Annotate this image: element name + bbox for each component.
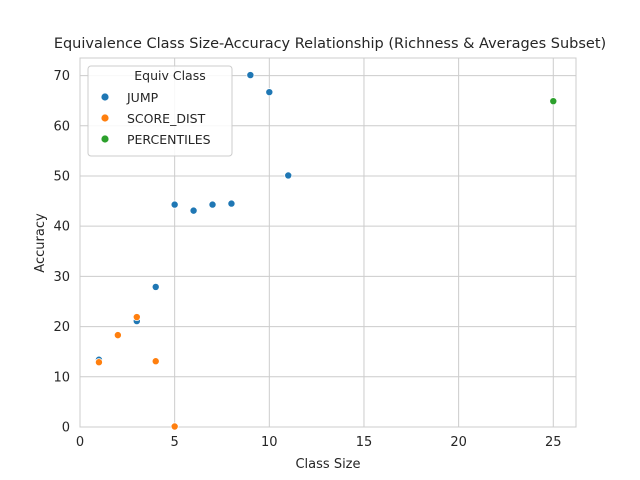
data-point	[208, 200, 217, 209]
legend-items: JUMP SCORE_DIST PERCENTILES	[100, 90, 211, 147]
y-tick-label: 40	[53, 220, 70, 235]
y-axis-label: Accuracy	[33, 213, 48, 273]
legend-marker	[100, 92, 110, 102]
data-point	[94, 358, 103, 367]
data-point	[189, 206, 198, 215]
y-tick-label: 30	[53, 270, 70, 285]
legend-box	[87, 65, 233, 157]
legend-marker	[100, 113, 110, 123]
x-tick-label: 20	[450, 435, 467, 450]
x-tick-label: 0	[76, 435, 84, 450]
data-point	[227, 199, 236, 208]
data-point	[284, 171, 293, 180]
x-axis-label: Class Size	[295, 457, 360, 472]
y-tick-label: 60	[53, 119, 70, 134]
data-point	[170, 422, 179, 431]
y-tick-labels: 0 10 20 30 40 50 60 70	[53, 69, 70, 435]
y-tick-label: 10	[53, 370, 70, 385]
legend: Equiv Class JUMP SCORE_DIST PERCENTILES	[87, 65, 233, 157]
legend-marker	[100, 134, 110, 144]
x-tick-labels: 0 5 10 15 20 25	[76, 435, 562, 450]
series-score-dist	[94, 313, 179, 431]
legend-label: SCORE_DIST	[127, 111, 206, 126]
data-point	[113, 331, 122, 340]
x-tick-label: 5	[171, 435, 179, 450]
x-tick-label: 15	[356, 435, 373, 450]
x-tick-label: 25	[545, 435, 562, 450]
data-points	[94, 71, 558, 431]
x-tick-label: 10	[261, 435, 278, 450]
chart-title: Equivalence Class Size-Accuracy Relation…	[54, 36, 606, 52]
legend-title: Equiv Class	[134, 68, 205, 83]
y-tick-label: 50	[53, 169, 70, 184]
data-point	[549, 97, 558, 106]
data-point	[132, 313, 141, 322]
data-point	[151, 282, 160, 291]
data-point	[265, 88, 274, 97]
y-tick-label: 20	[53, 320, 70, 335]
series-percentiles	[549, 97, 558, 106]
data-point	[170, 200, 179, 209]
plot-frame	[79, 57, 577, 428]
data-point	[246, 71, 255, 80]
grid-lines	[79, 57, 577, 428]
data-point	[151, 357, 160, 366]
legend-label: PERCENTILES	[127, 132, 211, 147]
y-tick-label: 0	[62, 421, 70, 436]
legend-label: JUMP	[126, 90, 159, 105]
y-tick-label: 70	[53, 69, 70, 84]
